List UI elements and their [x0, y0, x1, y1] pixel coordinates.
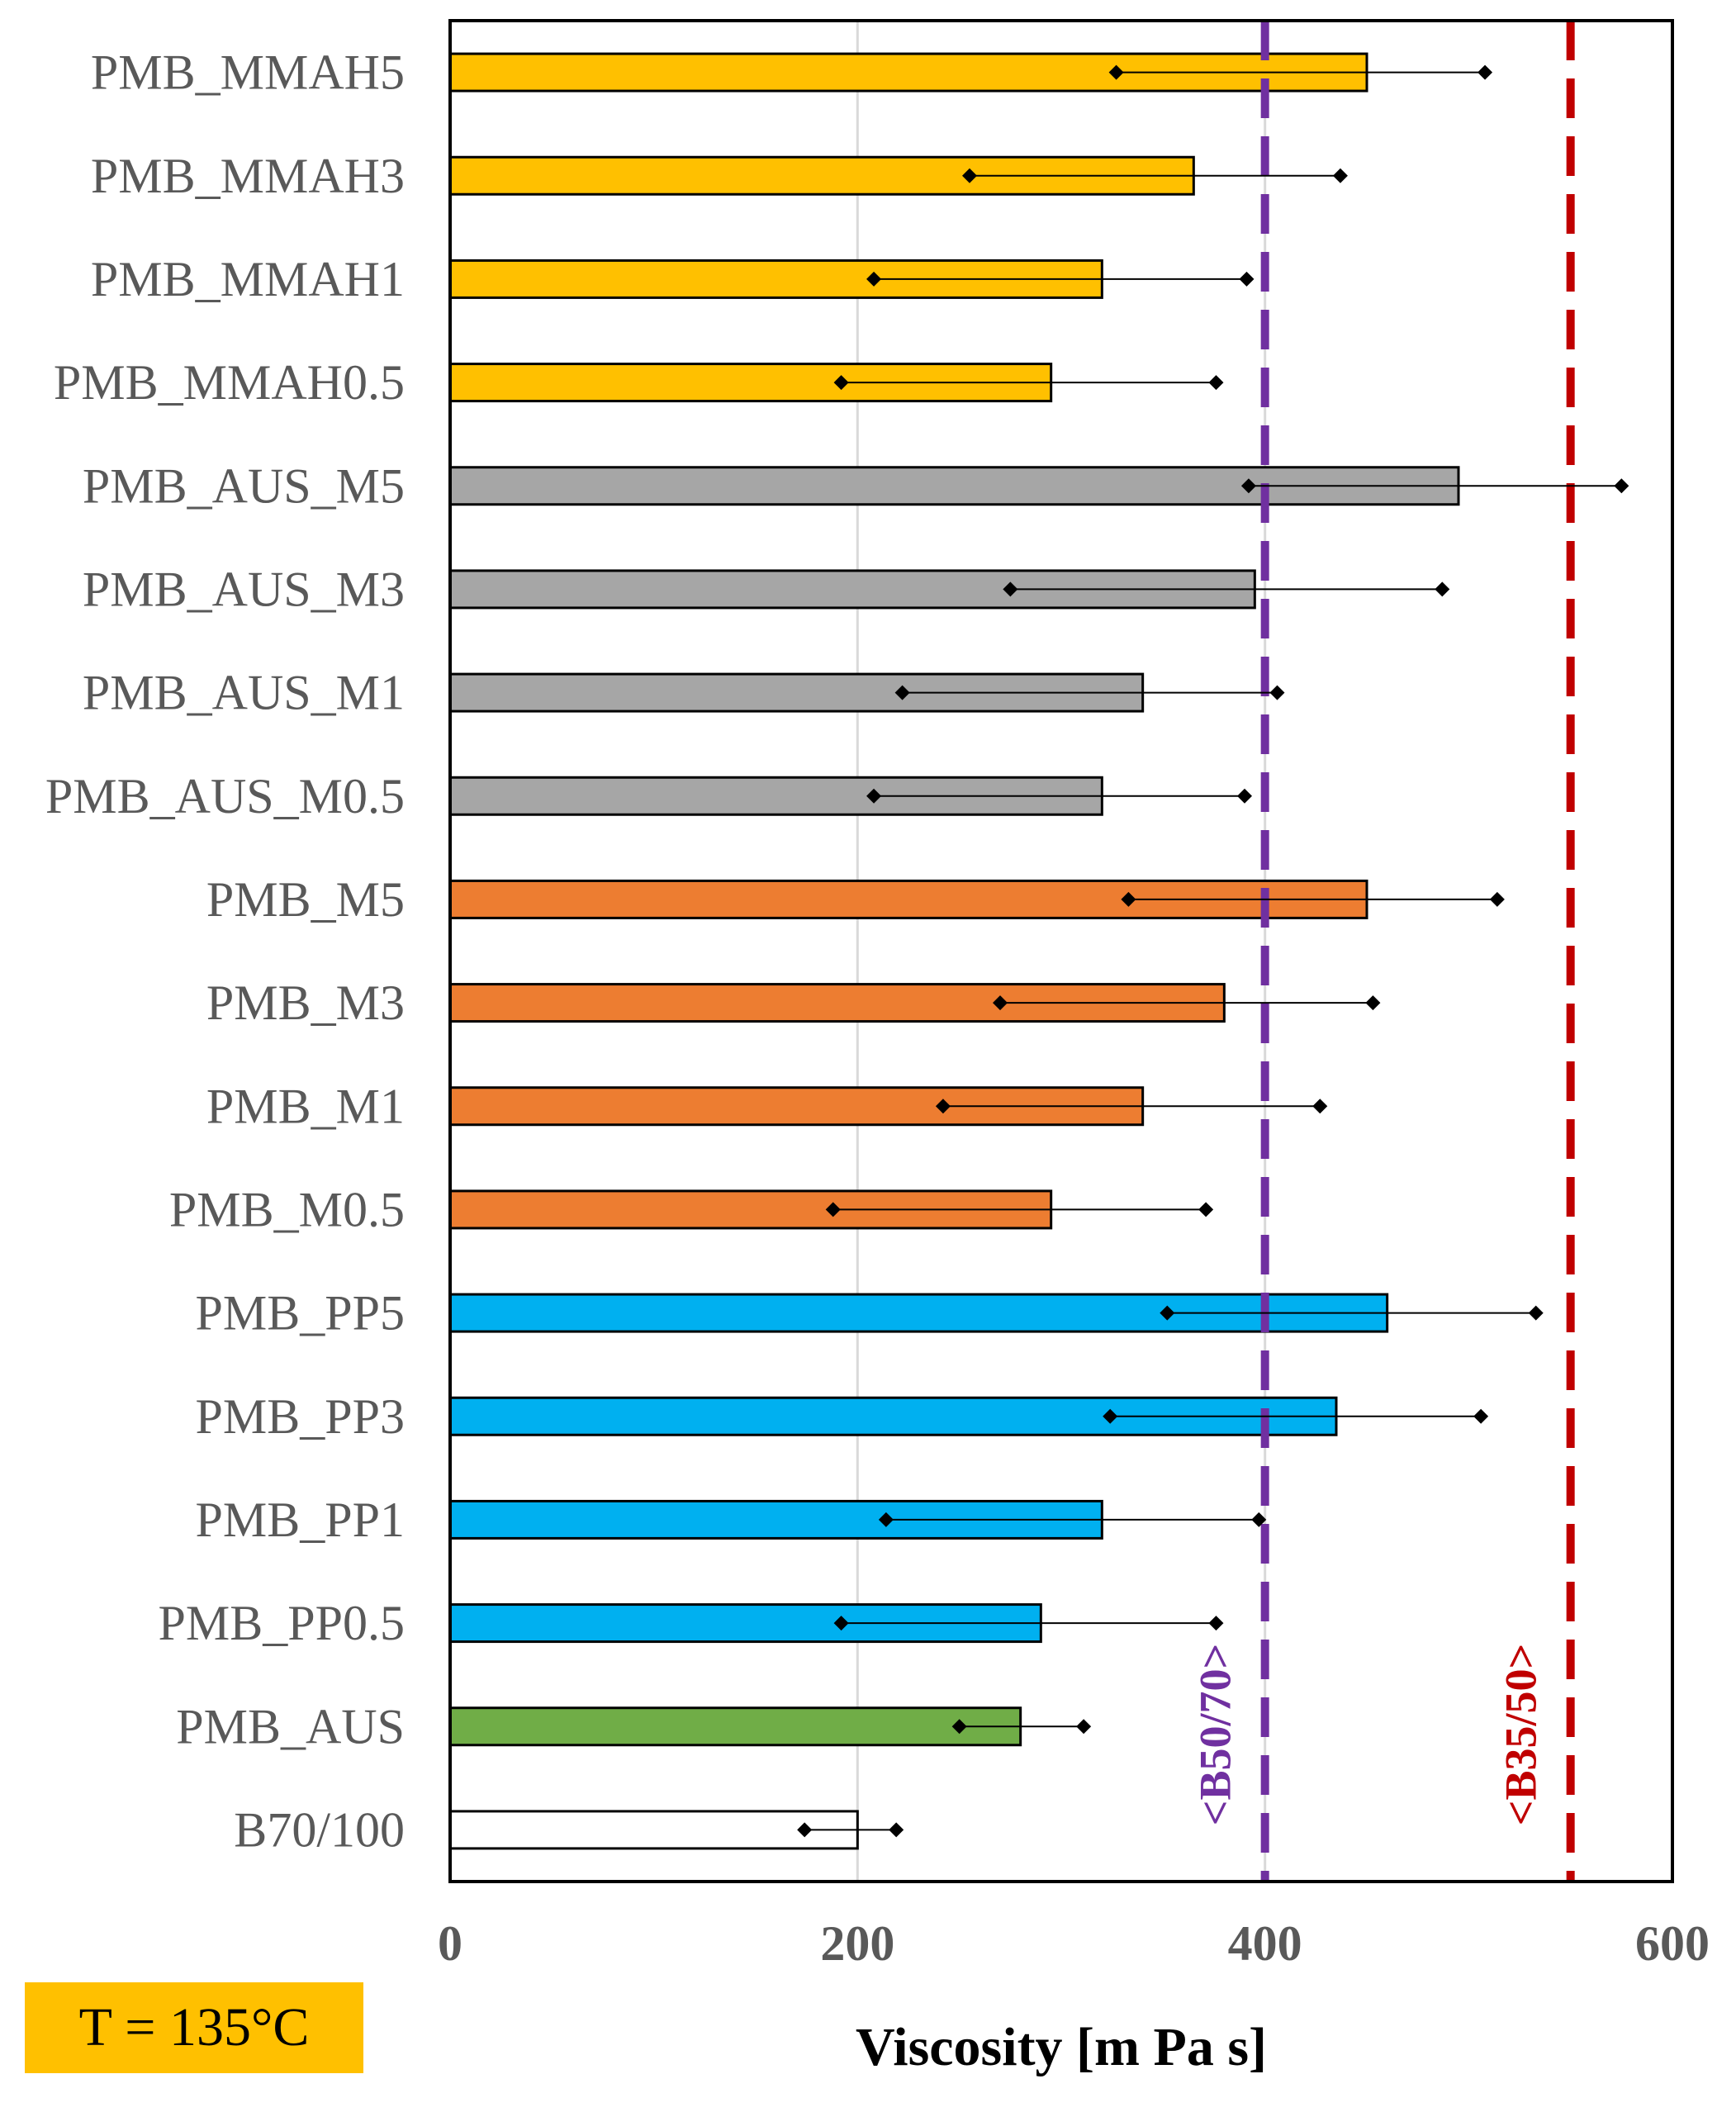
range-marker	[1332, 168, 1348, 183]
range-marker	[1528, 1305, 1544, 1321]
category-label: PMB_AUS_M3	[83, 562, 405, 616]
range-marker	[1103, 1408, 1118, 1424]
category-label: PMB_M0.5	[169, 1182, 405, 1236]
range-markers-layer	[797, 64, 1629, 1838]
reference-line-label: <B35/50>	[1496, 1644, 1546, 1826]
grid-layer	[856, 21, 1267, 1882]
range-marker	[1208, 1616, 1224, 1631]
range-marker	[1003, 581, 1018, 597]
x-axis-title: Viscosity [m Pa s]	[856, 2017, 1267, 2077]
range-marker	[1251, 1512, 1267, 1527]
x-tick-label: 200	[820, 1916, 894, 1971]
range-marker	[1121, 891, 1136, 907]
category-label: B70/100	[234, 1802, 405, 1857]
range-marker	[1435, 581, 1450, 597]
category-label: PMB_PP0.5	[159, 1596, 405, 1650]
range-marker	[1239, 271, 1255, 287]
plot-area-frame	[448, 19, 1674, 1883]
category-label: PMB_AUS_M5	[83, 458, 405, 513]
range-marker	[878, 1512, 894, 1527]
range-marker	[1473, 1408, 1489, 1424]
range-marker	[889, 1822, 904, 1838]
reference-lines-layer: <B50/70> <B35/50>	[1191, 21, 1575, 1882]
range-marker	[1237, 788, 1252, 804]
range-marker	[1269, 685, 1285, 700]
range-marker	[866, 788, 882, 804]
category-labels-layer: PMB_MMAH5 PMB_MMAH3 PMB_MMAH1 PMB_MMAH0.5 PM…	[45, 45, 405, 1858]
range-marker	[993, 995, 1008, 1011]
category-label: PMB_PP5	[196, 1286, 405, 1341]
range-marker	[1076, 1719, 1092, 1735]
range-marker	[962, 168, 977, 183]
range-marker	[1312, 1099, 1328, 1114]
range-marker	[1614, 478, 1629, 494]
range-marker	[833, 375, 849, 391]
temperature-badge: T = 135°C	[25, 1982, 363, 2073]
range-marker	[1477, 64, 1493, 80]
category-label: PMB_MMAH0.5	[54, 355, 405, 410]
category-label: PMB_PP3	[196, 1389, 405, 1444]
category-label: PMB_AUS	[176, 1699, 405, 1754]
category-label: PMB_PP1	[196, 1493, 405, 1547]
x-tick-label: 400	[1228, 1916, 1302, 1971]
range-marker	[951, 1719, 967, 1735]
range-marker	[1489, 891, 1505, 907]
range-marker	[866, 271, 882, 287]
category-label: PMB_MMAH5	[91, 45, 405, 100]
bars-layer	[448, 52, 1460, 1850]
category-label: PMB_AUS_M1	[83, 666, 405, 720]
category-label: PMB_MMAH3	[91, 149, 405, 203]
temperature-label: T = 135°C	[78, 1997, 310, 2057]
range-marker	[833, 1616, 849, 1631]
category-label: PMB_AUS_M0.5	[45, 769, 405, 823]
category-label: PMB_MMAH1	[91, 252, 405, 306]
category-label: PMB_M3	[206, 975, 405, 1030]
range-marker	[1108, 64, 1124, 80]
range-marker	[894, 685, 910, 700]
range-marker	[1198, 1202, 1214, 1217]
range-marker	[825, 1202, 841, 1217]
range-marker	[935, 1099, 951, 1114]
bar	[448, 1810, 859, 1850]
range-marker	[797, 1822, 813, 1838]
range-marker	[1240, 478, 1256, 494]
bar	[448, 1706, 1022, 1747]
category-label: PMB_M1	[206, 1079, 405, 1133]
x-tick-label: 600	[1635, 1916, 1710, 1971]
x-tick-label: 0	[438, 1916, 462, 1971]
x-tick-labels-layer: 0 200 400 600	[438, 1916, 1710, 1971]
category-label: PMB_M5	[206, 872, 405, 927]
range-marker	[1365, 995, 1381, 1011]
range-marker	[1208, 375, 1224, 391]
reference-line-label: <B50/70>	[1191, 1644, 1240, 1826]
range-marker	[1160, 1305, 1175, 1321]
